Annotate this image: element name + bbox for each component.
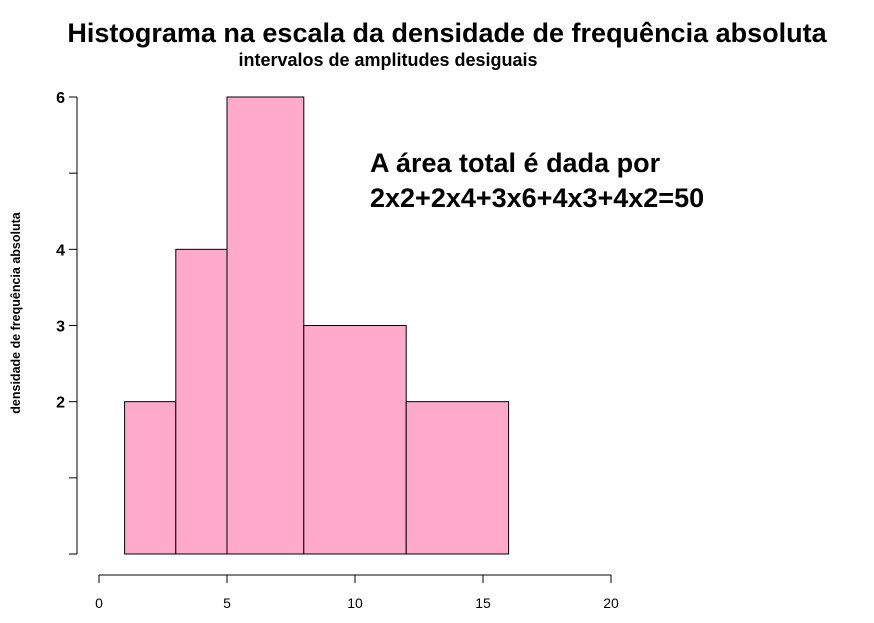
bars-group: [124, 96, 510, 555]
histogram-bar-2: [175, 248, 228, 555]
y-tick-label: 6: [56, 90, 65, 107]
chart-subtitle: intervalos de amplitudes desiguais: [238, 50, 537, 70]
y-axis: 2 3 4 6: [56, 90, 78, 555]
annotation-line-1: A área total é dada por: [370, 148, 661, 178]
x-tick-label: 20: [603, 595, 619, 611]
annotation-line-2: 2x2+2x4+3x6+4x3+4x2=50: [370, 183, 704, 213]
y-tick-label: 4: [56, 242, 65, 259]
x-axis: 0 5 10 15 20: [95, 574, 619, 611]
y-tick-label: 3: [56, 319, 65, 336]
x-tick-label: 0: [95, 595, 103, 611]
y-axis-label: densidade de frequência absoluta: [9, 211, 23, 413]
x-tick-label: 15: [475, 595, 491, 611]
x-tick-label: 5: [223, 595, 231, 611]
histogram-bar-1: [124, 401, 177, 555]
chart-title: Histograma na escala da densidade de fre…: [67, 18, 827, 48]
histogram-bar-5: [405, 401, 510, 555]
x-tick-label: 10: [347, 595, 363, 611]
histogram-bar-3: [226, 96, 305, 555]
histogram-bar-4: [303, 325, 407, 555]
y-tick-label: 2: [56, 395, 65, 412]
